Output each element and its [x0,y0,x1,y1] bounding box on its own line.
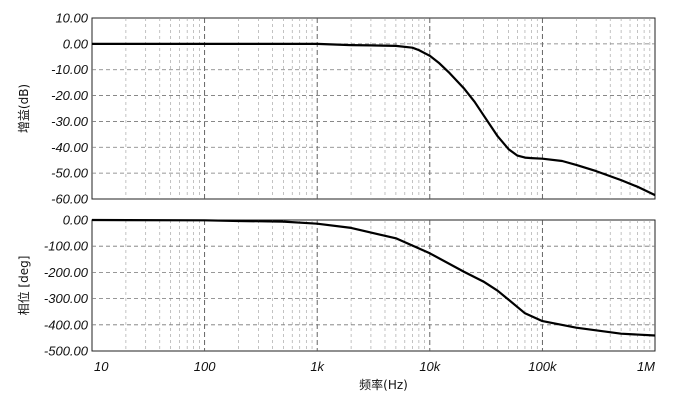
gain-frame [91,17,656,200]
gain-ytick-label: -60.00 [51,192,89,207]
xtick-label: 1k [310,359,325,374]
gain-ytick-label: -50.00 [51,166,89,181]
xtick-label: 100k [528,359,558,374]
phase-ytick-label: -300.00 [44,291,89,306]
xtick-label: 1M [637,359,655,374]
gain-ytick-label: -30.00 [51,114,89,129]
phase-curve [91,218,656,337]
phase-ytick-label: -400.00 [44,317,89,332]
phase-ytick-label: -200.00 [44,265,89,280]
gain-ytick-label: -10.00 [51,62,89,77]
gain-ytick-label: 10.00 [55,11,88,26]
phase-ylabel: 相位 [deg] [16,256,31,316]
gain-ytick-label: -40.00 [51,140,89,155]
xtick-label: 10k [419,359,441,374]
xtick-label: 100 [194,359,216,374]
xtick-label: 10 [94,359,109,374]
gain-curve [92,42,656,197]
gain-ytick-label: -20.00 [51,88,89,103]
phase-ytick-label: -500.00 [44,344,89,359]
phase-frame [91,219,656,352]
gain-ylabel: 增益(dB) [17,84,31,133]
phase-ytick-label: -100.00 [44,239,89,254]
phase-ytick-label: 0.00 [63,213,89,228]
gain-ytick-label: 0.00 [63,36,89,51]
xlabel: 频率(Hz) [359,377,408,392]
